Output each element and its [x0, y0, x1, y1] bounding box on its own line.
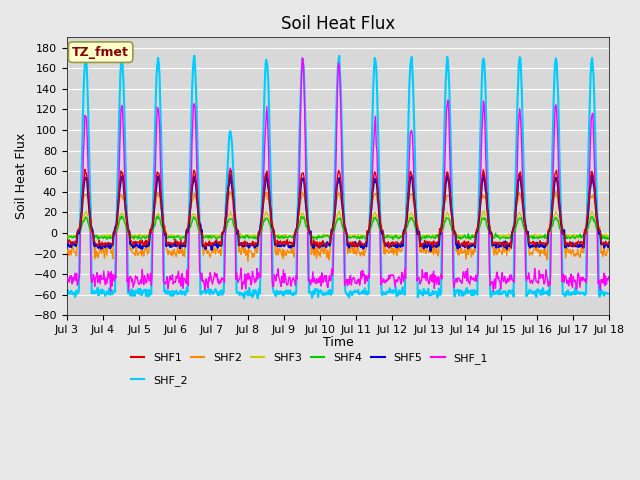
SHF2: [129, 250, 136, 255]
SHF1: [508, 245, 515, 251]
Line: SHF5: SHF5: [67, 174, 609, 251]
SHF3: [205, 237, 212, 242]
SHF_1: [605, 278, 613, 284]
SHF_1: [184, 276, 191, 282]
SHF5: [184, 229, 191, 235]
SHF4: [154, 213, 162, 219]
SHF_1: [490, 288, 497, 294]
Line: SHF3: SHF3: [67, 211, 609, 240]
SHF2: [244, 259, 252, 264]
SHF_1: [73, 271, 81, 276]
SHF5: [420, 245, 428, 251]
SHF5: [63, 243, 70, 249]
Line: SHF4: SHF4: [67, 216, 609, 240]
X-axis label: Time: Time: [323, 336, 353, 349]
SHF1: [129, 242, 137, 248]
SHF_2: [605, 291, 613, 297]
Text: TZ_fmet: TZ_fmet: [72, 46, 129, 59]
SHF5: [427, 248, 435, 254]
SHF5: [404, 200, 412, 205]
SHF5: [479, 171, 487, 177]
SHF4: [129, 234, 136, 240]
SHF2: [405, 197, 413, 203]
SHF1: [420, 238, 428, 243]
SHF_1: [129, 276, 136, 282]
Line: SHF1: SHF1: [67, 169, 609, 248]
Legend: SHF_2: SHF_2: [127, 371, 193, 390]
SHF_1: [63, 278, 70, 284]
SHF4: [184, 229, 192, 235]
SHF4: [405, 219, 413, 225]
SHF_2: [422, 288, 429, 294]
SHF5: [129, 243, 136, 249]
SHF1: [73, 240, 81, 246]
SHF1: [63, 238, 70, 243]
SHF4: [63, 236, 70, 241]
SHF2: [63, 250, 70, 256]
SHF3: [406, 213, 413, 218]
SHF_2: [213, 290, 221, 296]
SHF1: [184, 222, 192, 228]
SHF3: [422, 233, 429, 239]
SHF4: [605, 235, 613, 240]
SHF4: [213, 236, 221, 242]
SHF3: [184, 228, 191, 234]
SHF_1: [405, 172, 413, 178]
SHF2: [184, 231, 191, 237]
SHF3: [213, 233, 221, 239]
SHF2: [420, 244, 428, 250]
SHF_2: [73, 288, 81, 293]
SHF_2: [406, 80, 413, 86]
Line: SHF2: SHF2: [67, 191, 609, 262]
SHF_1: [212, 274, 220, 280]
SHF_2: [63, 287, 70, 293]
SHF2: [605, 247, 613, 252]
SHF_2: [129, 293, 136, 299]
SHF5: [605, 244, 613, 250]
SHF2: [212, 247, 220, 252]
SHF_2: [191, 53, 198, 59]
SHF3: [73, 232, 81, 238]
SHF4: [73, 236, 81, 241]
SHF5: [212, 243, 220, 249]
SHF3: [129, 235, 136, 241]
Y-axis label: Soil Heat Flux: Soil Heat Flux: [15, 133, 28, 219]
SHF1: [405, 187, 413, 192]
SHF1: [605, 241, 613, 247]
SHF3: [605, 233, 613, 239]
SHF2: [552, 188, 560, 194]
SHF_2: [184, 288, 191, 294]
SHF_1: [298, 55, 306, 60]
SHF3: [227, 208, 234, 214]
SHF3: [63, 233, 70, 239]
SHF2: [73, 253, 81, 259]
Line: SHF_1: SHF_1: [67, 58, 609, 291]
SHF_1: [420, 275, 428, 281]
SHF5: [73, 240, 81, 246]
SHF_2: [254, 296, 262, 301]
SHF1: [213, 239, 221, 244]
SHF4: [418, 237, 426, 243]
Title: Soil Heat Flux: Soil Heat Flux: [281, 15, 396, 33]
SHF1: [81, 167, 89, 172]
Line: SHF_2: SHF_2: [67, 56, 609, 299]
SHF4: [422, 236, 429, 241]
